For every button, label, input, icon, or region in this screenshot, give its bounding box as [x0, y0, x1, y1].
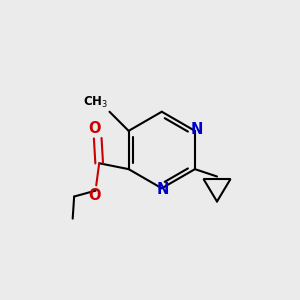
Text: N: N: [157, 182, 170, 197]
Text: N: N: [190, 122, 202, 137]
Text: O: O: [88, 121, 101, 136]
Text: O: O: [88, 188, 101, 203]
Text: CH$_3$: CH$_3$: [83, 95, 108, 110]
